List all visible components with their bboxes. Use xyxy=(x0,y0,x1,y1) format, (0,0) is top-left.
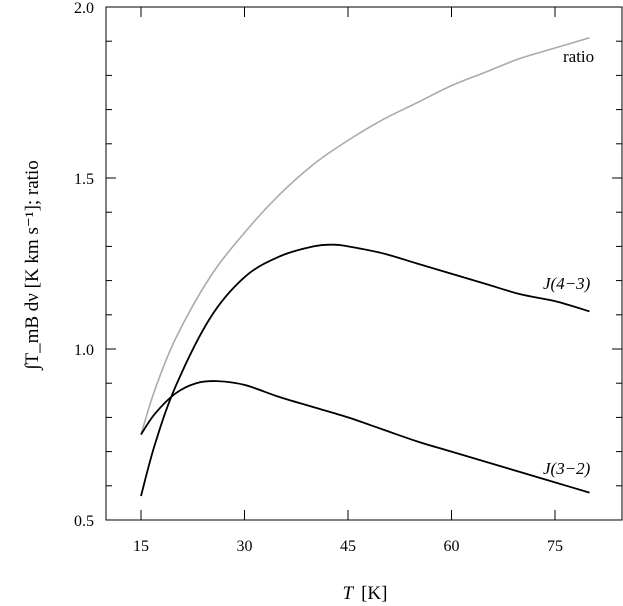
x-tick-label: 15 xyxy=(133,538,149,555)
x-axis-label: T [K] xyxy=(343,583,388,604)
x-tick-label: 75 xyxy=(547,538,563,555)
series-line-j43 xyxy=(140,243,590,497)
y-axis-label: ∫T_mB dν [K km s⁻¹]; ratio xyxy=(22,160,44,370)
x-tick-label: 30 xyxy=(237,538,253,555)
x-tick-label: 60 xyxy=(444,538,460,555)
series-line-j32 xyxy=(140,380,590,494)
y-tick-label: 1.0 xyxy=(74,342,94,359)
series-label-ratio: ratio xyxy=(563,47,594,66)
series-label-j32: J(3−2) xyxy=(543,459,591,478)
series-line-ratio xyxy=(140,37,590,435)
y-tick-label: 2.0 xyxy=(74,0,94,17)
x-tick-label: 45 xyxy=(340,538,356,555)
y-tick-label: 1.5 xyxy=(74,171,94,188)
y-tick-label: 0.5 xyxy=(74,513,94,530)
series-label-j43: J(4−3) xyxy=(543,274,591,293)
plot-frame xyxy=(105,6,623,521)
